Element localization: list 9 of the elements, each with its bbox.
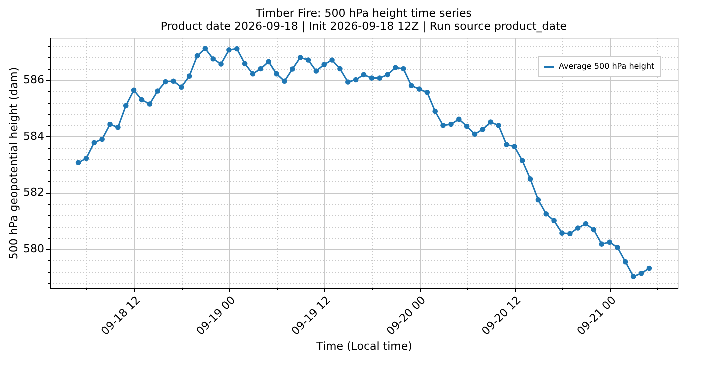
chart-subtitle: Product date 2026-09-18 | Init 2026-09-18 12Z | Run source product_date (160, 20, 568, 33)
y-axis-title: 500 hPa geopotential height (dam) (8, 67, 21, 260)
y-tick-label: 586 (24, 73, 44, 86)
x-axis-title: Time (Local time) (316, 340, 412, 354)
y-tick-label: 582 (24, 186, 44, 200)
legend-label: Average 500 hPa height (559, 62, 655, 71)
chart-title: Timber Fire: 500 hPa height time series (254, 7, 472, 20)
y-tick-label: 584 (24, 130, 44, 143)
y-tick-label: 580 (24, 242, 44, 256)
